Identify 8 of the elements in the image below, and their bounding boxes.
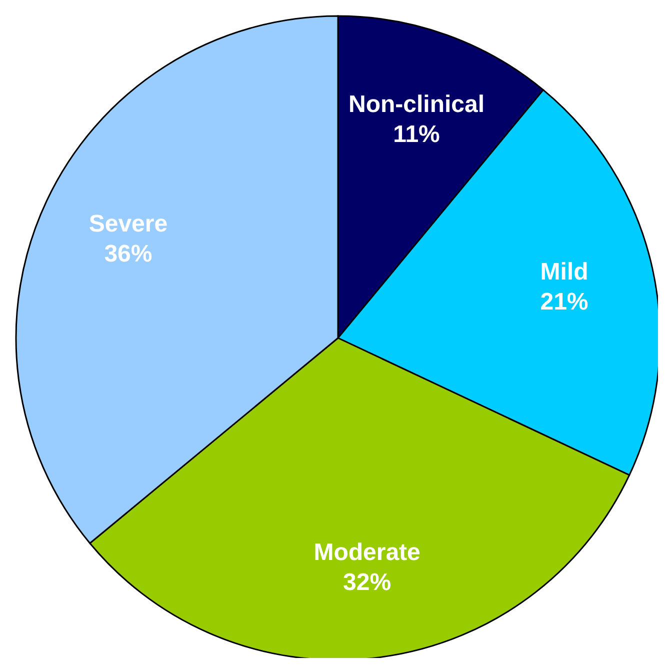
slice-label: Non-clinical [348,90,485,118]
slice-label: Mild [540,258,588,286]
slice-label: Moderate [314,539,420,566]
data-label: 32% [343,569,392,596]
data-label: 21% [540,288,588,316]
data-label: 11% [393,120,440,148]
slice-label: Severe [88,210,168,238]
data-label: 36% [104,240,152,268]
